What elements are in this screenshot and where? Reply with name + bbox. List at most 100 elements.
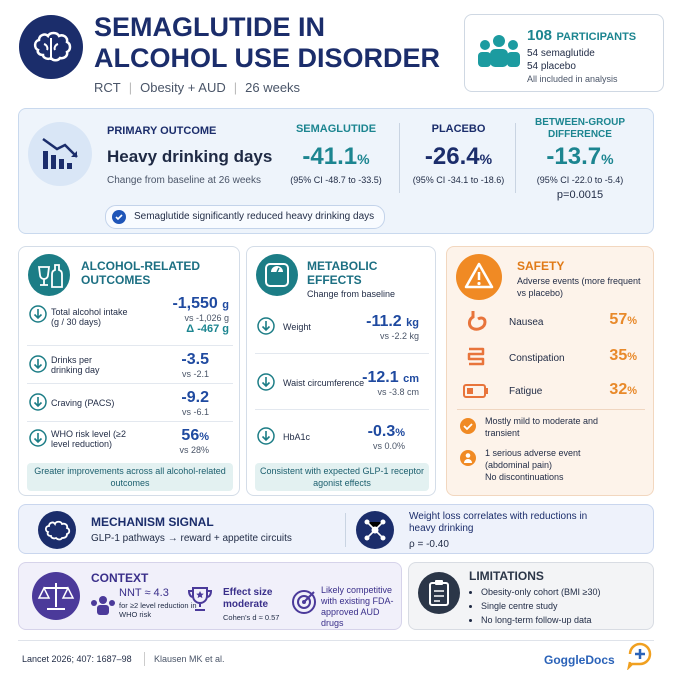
row-divider <box>27 383 233 384</box>
primary-subtitle: Change from baseline at 26 weeks <box>107 175 261 186</box>
row-divider <box>27 345 233 346</box>
row-label: Nausea <box>509 317 544 328</box>
warning-icon <box>456 254 502 300</box>
title-line: SEMAGLUTIDE IN <box>94 12 326 42</box>
row-value: -1,550 <box>172 295 218 312</box>
column-ci: (95% CI -34.1 to -18.6) <box>412 175 505 185</box>
row-value-wrap: 57% <box>609 311 637 329</box>
row-value: -12.1 <box>362 369 399 386</box>
note-extra: No discontinuations <box>485 472 564 482</box>
row-unit: % <box>627 315 637 327</box>
row-values: -11.2 kg vs -2.2 kg <box>366 313 419 341</box>
row-value-wrap: 56% <box>179 427 209 445</box>
title-line: ALCOHOL USE DISORDER <box>94 43 441 73</box>
metabolic-title: METABOLIC EFFECTS <box>307 259 378 287</box>
limitations-title: LIMITATIONS <box>469 569 544 583</box>
people-icon <box>478 35 520 67</box>
primary-title: Heavy drinking days <box>107 147 273 166</box>
down-icon <box>257 373 275 391</box>
participants-count: 108 <box>527 27 553 44</box>
row-value: 35 <box>609 347 628 364</box>
down-icon <box>29 305 47 323</box>
intestine-icon <box>467 347 485 366</box>
row-unit: % <box>395 427 405 439</box>
row-value-wrap: -11.2 kg <box>366 313 419 331</box>
row-divider <box>457 409 645 410</box>
metabolic-footer: Consistent with expected GLP-1 receptor … <box>255 463 429 491</box>
column-unit: % <box>479 151 493 167</box>
row-values: -3.5 vs -2.1 <box>181 351 209 379</box>
row-unit: g <box>222 299 229 311</box>
alcohol-footer: Greater improvements across all alcohol-… <box>27 463 233 491</box>
note-title: 1 serious adverse event <box>485 448 581 458</box>
row-value-wrap: 32% <box>609 381 637 399</box>
mechanism-correlation: Weight loss correlates with reductions i… <box>409 511 588 534</box>
safety-note: 1 serious adverse event (abdominal pain)… <box>485 447 581 483</box>
row-values: -9.2 vs -6.1 <box>181 389 209 417</box>
participants-heading: 108 PARTICIPANTS <box>527 27 636 45</box>
group-icon <box>91 596 115 615</box>
primary-card: PRIMARY OUTCOME Heavy drinking days Chan… <box>18 108 654 234</box>
row-value-wrap: -1,550 g <box>172 295 229 313</box>
row-unit: kg <box>406 317 419 329</box>
row-values: -0.3% vs 0.0% <box>368 423 405 451</box>
safety-card: SAFETY Adverse events (more frequent vs … <box>446 246 654 496</box>
divider <box>345 513 346 547</box>
column-value-wrap: -41.1% <box>276 143 396 171</box>
brain-icon <box>19 15 83 79</box>
participants-line: 54 placebo <box>527 61 576 72</box>
participants-box: 108 PARTICIPANTS 54 semaglutide 54 place… <box>464 14 664 92</box>
primary-note: Semaglutide significantly reduced heavy … <box>105 205 386 229</box>
row-label: HbA1c <box>283 432 311 442</box>
row-values: -1,550 g vs -1,026 g Δ -467 g <box>172 295 229 335</box>
person-icon <box>460 450 476 466</box>
separator: | <box>128 80 133 95</box>
down-icon <box>257 317 275 335</box>
column-name: PLACEBO <box>431 123 486 135</box>
note-text: Semaglutide significantly reduced heavy … <box>134 211 375 222</box>
row-unit: % <box>627 351 637 363</box>
scales-icon <box>32 572 80 620</box>
context-nnt: NNT ≈ 4.3 for ≥2 level reduction in WHO … <box>119 587 199 619</box>
row-label: Waist circumference <box>283 378 365 388</box>
target-icon <box>292 590 316 614</box>
participants-line: 54 semaglutide <box>527 48 595 59</box>
safety-title: SAFETY <box>517 259 565 273</box>
limitation: Single centre study <box>481 599 600 613</box>
footer-rule <box>18 640 654 641</box>
brand: GoggleDocs <box>544 653 615 667</box>
limitation: No long-term follow-up data <box>481 613 600 627</box>
alcohol-title: ALCOHOL-RELATED OUTCOMES <box>81 259 201 287</box>
limitations-list: Obesity-only cohort (BMI ≥30) Single cen… <box>469 585 600 627</box>
safety-subtitle: Adverse events (more frequent vs placebo… <box>517 276 641 298</box>
column-name: SEMAGLUTIDE <box>295 123 377 135</box>
trophy-icon <box>187 587 213 611</box>
limitation: Obesity-only cohort (BMI ≥30) <box>481 585 600 599</box>
down-icon <box>257 427 275 445</box>
row-unit: % <box>199 431 209 443</box>
row-label: Drinks per drinking day <box>51 355 100 375</box>
row-compare: vs 0.0% <box>372 441 405 451</box>
column-name: BETWEEN-GROUP DIFFERENCE <box>535 117 625 140</box>
network-icon <box>356 511 394 549</box>
row-divider <box>27 421 233 422</box>
context-competitive: Likely competitive with existing FDA-app… <box>321 585 394 628</box>
battery-icon <box>463 384 488 398</box>
row-value: -9.2 <box>181 389 209 406</box>
primary-column: SEMAGLUTIDE -41.1% (95% CI -48.7 to -33.… <box>276 123 396 185</box>
note-detail: (abdominal pain) <box>485 460 553 470</box>
column-value: -26.4 <box>424 143 480 170</box>
column-p: p=0.0015 <box>556 189 604 201</box>
column-value: -41.1 <box>302 143 358 170</box>
brain-icon <box>38 511 76 549</box>
clipboard-icon <box>418 572 460 614</box>
mechanism-text: GLP-1 pathways → reward + appetite circu… <box>91 533 292 544</box>
context-title: CONTEXT <box>91 571 149 585</box>
row-divider <box>255 353 429 354</box>
divider <box>399 123 400 193</box>
column-ci: (95% CI -48.7 to -33.5) <box>290 175 382 185</box>
row-compare: vs -3.8 cm <box>377 387 419 397</box>
row-label-wrap: Total alcohol intake (g / 30 days) <box>51 307 141 327</box>
row-delta: Δ -467 g <box>186 323 229 335</box>
